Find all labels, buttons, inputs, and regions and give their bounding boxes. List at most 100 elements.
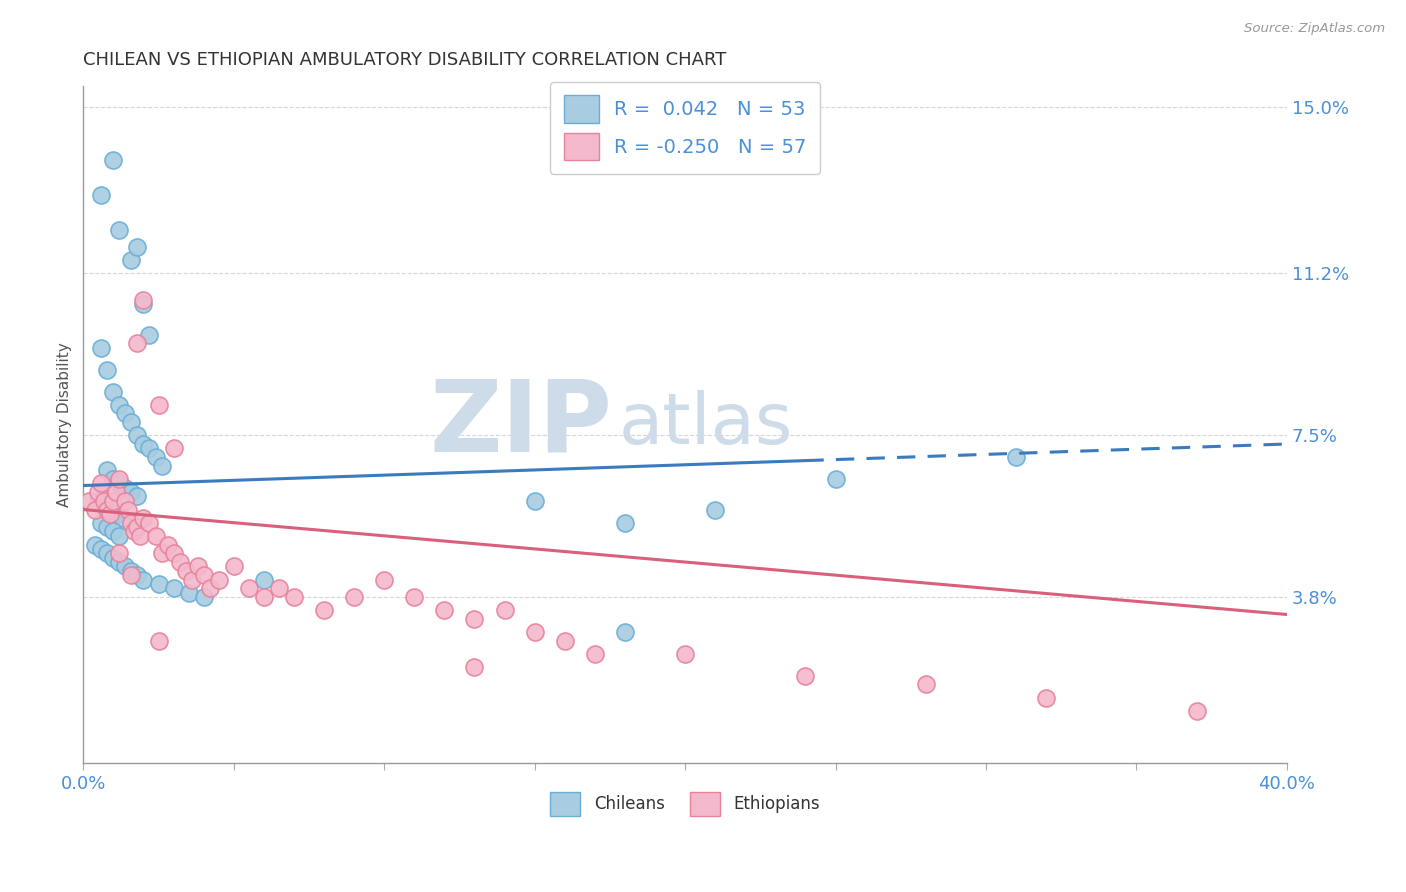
Point <box>114 559 136 574</box>
Point <box>373 573 395 587</box>
Point <box>108 546 131 560</box>
Point <box>150 546 173 560</box>
Point <box>824 472 846 486</box>
Point <box>343 590 366 604</box>
Point <box>129 529 152 543</box>
Point <box>90 341 112 355</box>
Point <box>613 516 636 530</box>
Point <box>103 550 125 565</box>
Point <box>108 398 131 412</box>
Point <box>108 472 131 486</box>
Point <box>267 581 290 595</box>
Point <box>90 541 112 556</box>
Text: ZIP: ZIP <box>430 376 613 473</box>
Point <box>90 187 112 202</box>
Point <box>138 442 160 456</box>
Point <box>120 253 142 268</box>
Point <box>673 647 696 661</box>
Point <box>114 493 136 508</box>
Point <box>433 603 456 617</box>
Point <box>108 529 131 543</box>
Point <box>1035 690 1057 705</box>
Point <box>103 472 125 486</box>
Point <box>138 327 160 342</box>
Point <box>174 564 197 578</box>
Point <box>96 502 118 516</box>
Point <box>87 493 110 508</box>
Point <box>127 520 149 534</box>
Point <box>138 516 160 530</box>
Point <box>523 493 546 508</box>
Text: atlas: atlas <box>619 390 793 458</box>
Point <box>132 297 155 311</box>
Point <box>114 406 136 420</box>
Point <box>96 362 118 376</box>
Point <box>108 555 131 569</box>
Point <box>148 398 170 412</box>
Point <box>127 428 149 442</box>
Point <box>404 590 426 604</box>
Point <box>98 507 121 521</box>
Point <box>132 573 155 587</box>
Point <box>523 624 546 639</box>
Point <box>554 633 576 648</box>
Point <box>117 502 139 516</box>
Point <box>583 647 606 661</box>
Point <box>93 498 115 512</box>
Point <box>169 555 191 569</box>
Point <box>103 384 125 399</box>
Point <box>103 524 125 539</box>
Point <box>120 485 142 500</box>
Point <box>132 437 155 451</box>
Point <box>238 581 260 595</box>
Legend: Chileans, Ethiopians: Chileans, Ethiopians <box>544 786 827 822</box>
Point <box>1185 704 1208 718</box>
Point <box>111 511 134 525</box>
Point <box>704 502 727 516</box>
Point <box>222 559 245 574</box>
Y-axis label: Ambulatory Disability: Ambulatory Disability <box>58 342 72 507</box>
Point <box>98 502 121 516</box>
Point <box>120 564 142 578</box>
Point <box>177 585 200 599</box>
Point <box>180 573 202 587</box>
Point <box>108 223 131 237</box>
Point <box>156 537 179 551</box>
Point <box>162 546 184 560</box>
Point <box>187 559 209 574</box>
Point <box>105 485 128 500</box>
Point <box>96 520 118 534</box>
Point <box>283 590 305 604</box>
Point <box>132 511 155 525</box>
Point <box>208 573 231 587</box>
Text: CHILEAN VS ETHIOPIAN AMBULATORY DISABILITY CORRELATION CHART: CHILEAN VS ETHIOPIAN AMBULATORY DISABILI… <box>83 51 727 69</box>
Point <box>84 502 107 516</box>
Point <box>103 493 125 508</box>
Point <box>127 490 149 504</box>
Point <box>79 493 101 508</box>
Point <box>96 463 118 477</box>
Point <box>312 603 335 617</box>
Point <box>463 660 485 674</box>
Point <box>148 633 170 648</box>
Point <box>93 493 115 508</box>
Point <box>90 476 112 491</box>
Point <box>105 507 128 521</box>
Point <box>150 458 173 473</box>
Point <box>162 581 184 595</box>
Point <box>120 516 142 530</box>
Point <box>120 568 142 582</box>
Point <box>90 516 112 530</box>
Point <box>114 481 136 495</box>
Point <box>96 546 118 560</box>
Point <box>127 568 149 582</box>
Point <box>198 581 221 595</box>
Point <box>193 590 215 604</box>
Point <box>145 450 167 464</box>
Point <box>613 624 636 639</box>
Point <box>794 669 817 683</box>
Point <box>145 529 167 543</box>
Point <box>463 612 485 626</box>
Point <box>87 485 110 500</box>
Point <box>124 524 146 539</box>
